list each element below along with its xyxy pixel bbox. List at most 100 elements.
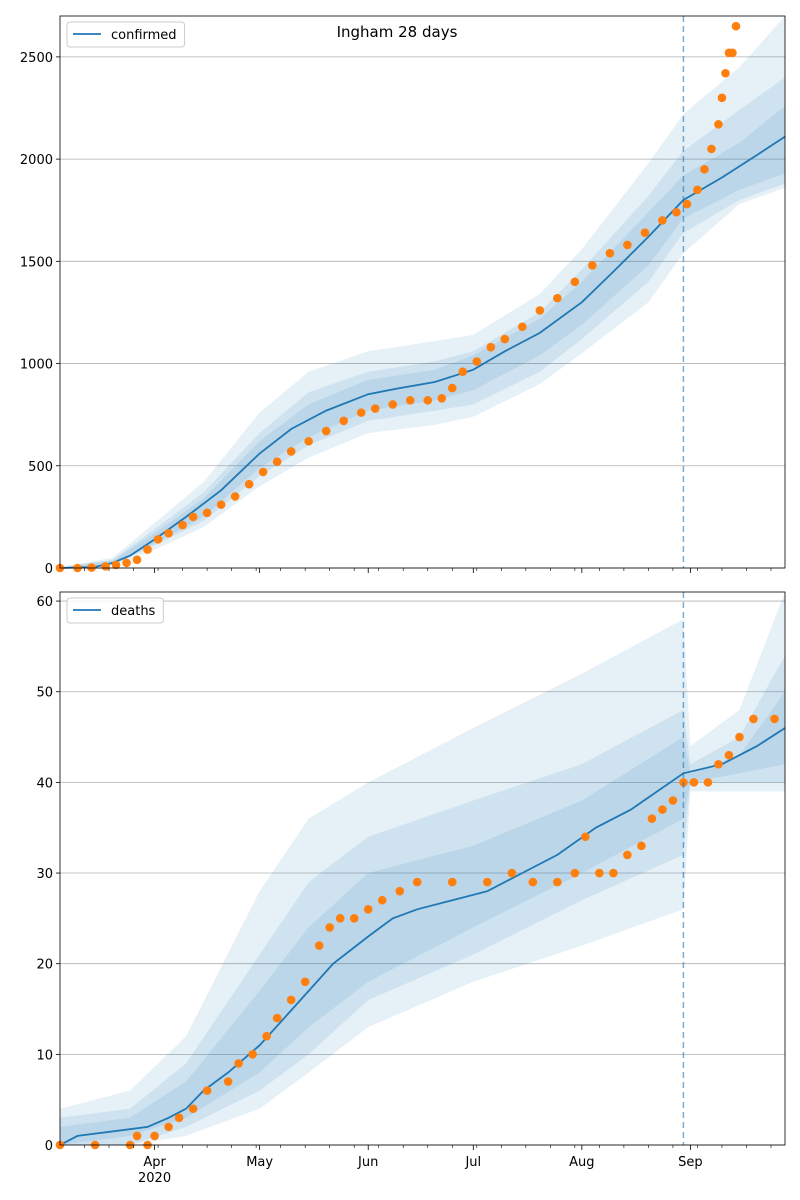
legend bbox=[66, 21, 186, 48]
observed-point bbox=[339, 416, 348, 426]
observed-point bbox=[377, 895, 387, 905]
x-tick-label: Aug bbox=[569, 1155, 594, 1170]
observed-point bbox=[304, 436, 313, 446]
y-tick-label: 500 bbox=[28, 460, 53, 475]
observed-point bbox=[472, 357, 482, 366]
observed-point bbox=[658, 805, 667, 814]
x-tick-label: May bbox=[246, 1155, 273, 1170]
observed-point bbox=[164, 528, 173, 538]
observed-point bbox=[174, 1113, 184, 1123]
observed-point bbox=[447, 383, 457, 393]
observed-point bbox=[668, 796, 678, 805]
observed-point bbox=[188, 512, 198, 522]
observed-point bbox=[553, 877, 562, 887]
observed-point bbox=[581, 832, 590, 842]
y-tick-label: 40 bbox=[36, 776, 53, 791]
observed-point bbox=[87, 563, 96, 572]
axes-frame bbox=[59, 591, 786, 1146]
uncertainty-band bbox=[60, 592, 785, 1145]
observed-point bbox=[640, 228, 650, 238]
observed-point bbox=[272, 1013, 282, 1023]
observed-point bbox=[300, 977, 310, 987]
y-tick-label: 0 bbox=[45, 1139, 53, 1154]
observed-point bbox=[258, 467, 268, 477]
observed-point bbox=[412, 877, 422, 887]
observed-point bbox=[728, 48, 737, 58]
observed-point bbox=[321, 426, 331, 436]
observed-point bbox=[349, 914, 359, 923]
observed-point bbox=[518, 322, 527, 332]
y-tick-label: 0 bbox=[45, 562, 53, 577]
observed-point bbox=[356, 408, 366, 417]
model-line bbox=[59, 727, 786, 1146]
observed-point bbox=[178, 520, 187, 530]
x-tick-label: Jul bbox=[464, 1155, 481, 1170]
observed-point bbox=[405, 396, 415, 405]
observed-point bbox=[731, 21, 741, 31]
observed-point bbox=[234, 1059, 243, 1068]
y-tick-label: 30 bbox=[36, 867, 53, 882]
observed-point bbox=[230, 492, 240, 501]
observed-point bbox=[314, 941, 324, 950]
observed-point bbox=[672, 207, 681, 217]
observed-point bbox=[609, 868, 618, 878]
observed-point bbox=[325, 923, 334, 932]
observed-point bbox=[553, 293, 562, 303]
observed-point bbox=[188, 1104, 198, 1114]
observed-point bbox=[388, 400, 398, 409]
observed-point bbox=[570, 868, 580, 878]
observed-point bbox=[164, 1122, 173, 1132]
observed-point bbox=[202, 508, 212, 518]
observed-point bbox=[458, 367, 468, 377]
y-tick-label: 60 bbox=[36, 595, 53, 610]
observed-point bbox=[647, 814, 657, 823]
observed-point bbox=[370, 404, 380, 413]
observed-point bbox=[447, 877, 457, 887]
legend-label: deaths bbox=[111, 604, 156, 619]
observed-point bbox=[605, 248, 615, 258]
observed-point bbox=[682, 199, 692, 209]
observed-point bbox=[570, 277, 580, 287]
y-tick-label: 50 bbox=[36, 686, 53, 701]
observed-point bbox=[623, 850, 632, 860]
observed-point bbox=[395, 886, 405, 896]
model-line bbox=[59, 135, 786, 569]
observed-point bbox=[335, 914, 345, 923]
observed-point bbox=[749, 714, 758, 724]
observed-point bbox=[528, 877, 538, 887]
uncertainty-band bbox=[60, 16, 785, 568]
y-tick-label: 1500 bbox=[20, 255, 53, 270]
observed-point bbox=[262, 1031, 271, 1041]
observed-point bbox=[507, 868, 517, 878]
x-tick-label: Jun bbox=[357, 1155, 378, 1170]
observed-point bbox=[770, 714, 779, 724]
observed-point bbox=[202, 1086, 212, 1095]
observed-point bbox=[122, 558, 131, 568]
observed-point bbox=[143, 545, 152, 554]
observed-point bbox=[735, 732, 744, 742]
observed-point bbox=[150, 1131, 159, 1141]
uncertainty-band bbox=[60, 691, 785, 1145]
observed-point bbox=[500, 334, 510, 344]
observed-point bbox=[588, 261, 597, 270]
observed-point bbox=[248, 1050, 257, 1059]
observed-point bbox=[535, 306, 545, 315]
observed-point bbox=[437, 394, 447, 403]
observed-point bbox=[363, 904, 373, 914]
observed-point bbox=[223, 1077, 233, 1086]
observed-point bbox=[721, 68, 730, 78]
observed-point bbox=[244, 479, 254, 489]
observed-point bbox=[658, 216, 667, 225]
y-tick-label: 1000 bbox=[20, 358, 53, 373]
observed-point bbox=[714, 120, 723, 129]
observed-point bbox=[132, 555, 142, 565]
y-tick-label: 2000 bbox=[20, 153, 53, 168]
observed-point bbox=[717, 93, 727, 103]
legend bbox=[66, 597, 164, 624]
observed-point bbox=[286, 447, 296, 456]
observed-point bbox=[707, 144, 716, 154]
observed-point bbox=[623, 240, 632, 250]
observed-point bbox=[637, 841, 646, 851]
legend-label: confirmed bbox=[111, 28, 177, 43]
axes-frame bbox=[59, 15, 786, 569]
